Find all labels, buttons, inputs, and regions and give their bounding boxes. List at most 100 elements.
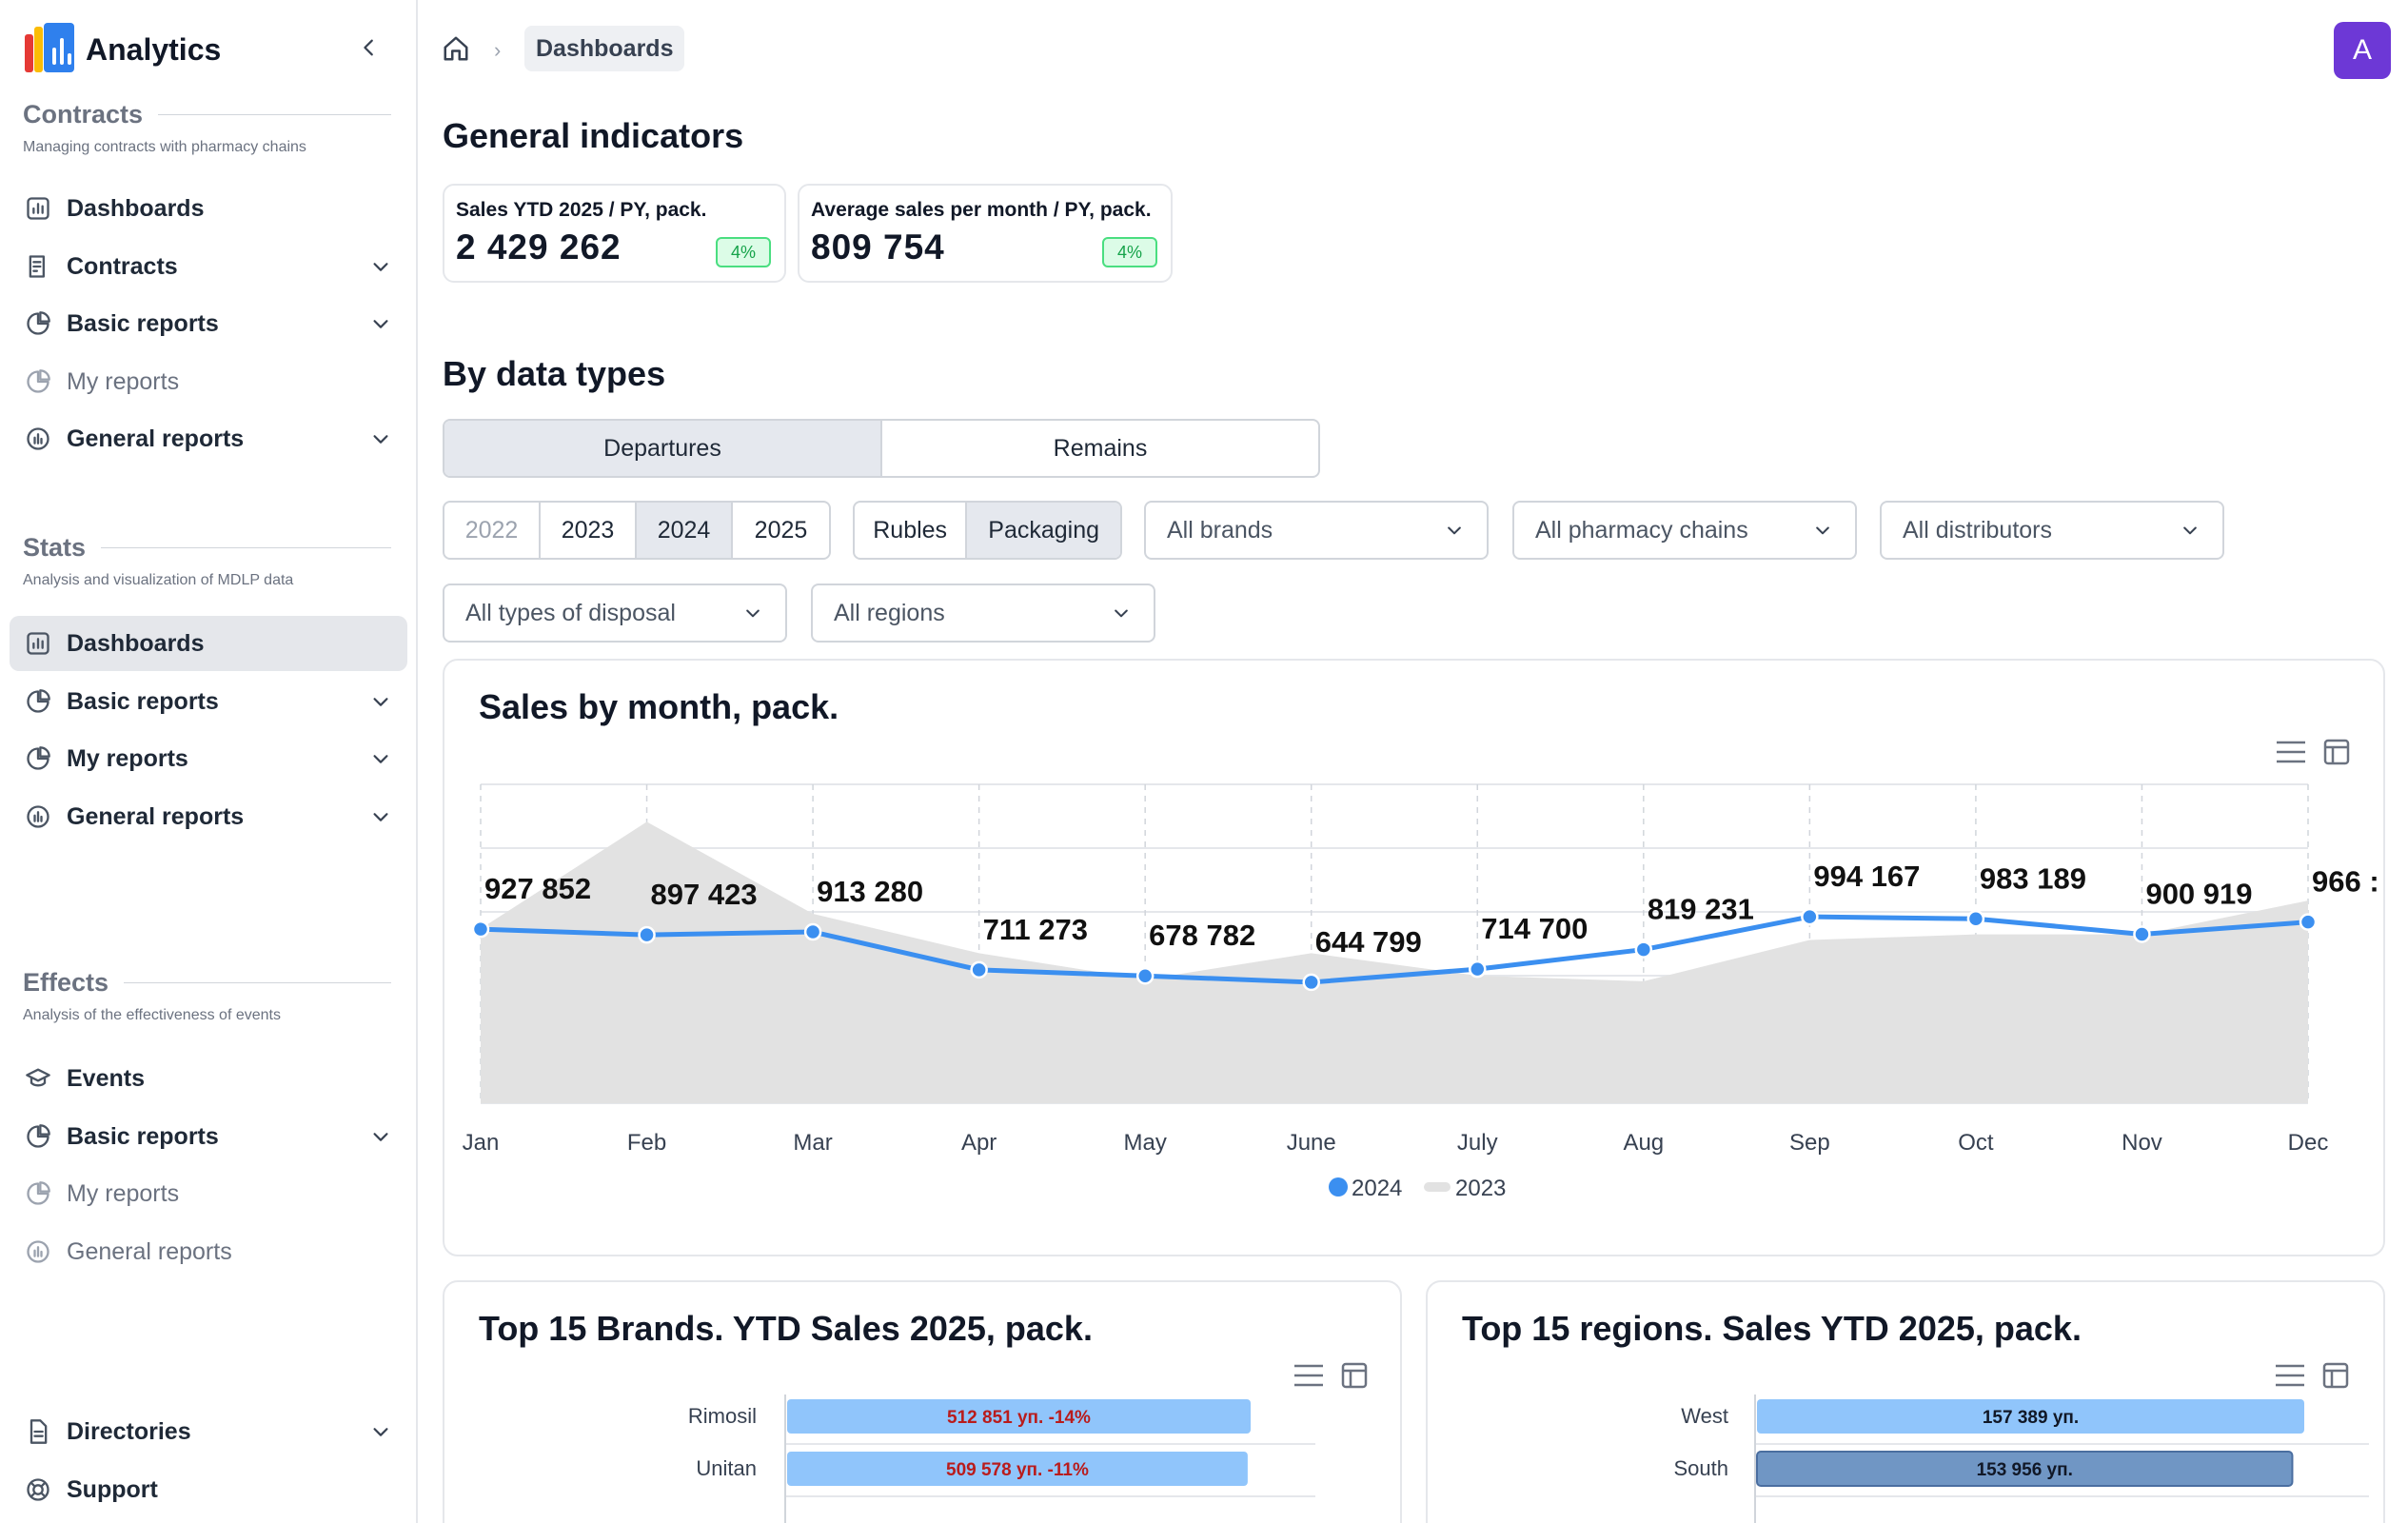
sidebar-item-label: General reports — [67, 425, 245, 452]
home-button[interactable] — [439, 31, 473, 66]
x-tick-label: June — [1287, 1130, 1336, 1156]
kpi-card-sales-ytd: Sales YTD 2025 / PY, pack. 2 429 262 4% — [443, 184, 786, 283]
tab-departures[interactable]: Departures — [444, 421, 882, 476]
chart-table-button[interactable] — [2319, 1358, 2353, 1393]
sidebar-item-effects-my-reports[interactable]: My reports — [10, 1166, 407, 1221]
pie-chart-icon — [23, 366, 53, 397]
sidebar-item-effects-general-reports[interactable]: General reports — [10, 1224, 407, 1279]
data-point — [2299, 913, 2318, 931]
sidebar-item-contracts-contracts[interactable]: Contracts — [10, 239, 407, 294]
sidebar-item-stats-basic-reports[interactable]: Basic reports — [10, 674, 407, 729]
kpi-caption: Sales YTD 2025 / PY, pack. — [456, 199, 707, 221]
collapse-sidebar-button[interactable] — [352, 30, 386, 65]
data-label: 819 231 — [1648, 893, 1754, 926]
sidebar-item-effects-basic-reports[interactable]: Basic reports — [10, 1109, 407, 1164]
pharmacy-chains-select[interactable]: All pharmacy chains — [1512, 501, 1857, 560]
chevron-down-icon — [1443, 519, 1466, 542]
sidebar-item-contracts-dashboards[interactable]: Dashboards — [10, 181, 407, 236]
chart-menu-button[interactable] — [2273, 1358, 2307, 1393]
sidebar-item-label: Directories — [67, 1417, 191, 1445]
sidebar-item-stats-dashboards[interactable]: Dashboards — [10, 616, 407, 671]
sidebar-item-label: Basic reports — [67, 309, 219, 337]
chevron-down-icon — [1110, 602, 1133, 624]
regions-select[interactable]: All regions — [811, 583, 1155, 643]
section-subtitle: Managing contracts with pharmacy chains — [23, 139, 306, 155]
breadcrumb-current[interactable]: Dashboards — [524, 26, 685, 71]
sidebar-item-label: Contracts — [67, 252, 178, 280]
unit-option-rubles[interactable]: Rubles — [855, 503, 968, 558]
year-option-2025[interactable]: 2025 — [754, 516, 808, 544]
data-label: 897 423 — [651, 878, 758, 911]
sidebar-item-label: Dashboards — [67, 194, 205, 222]
sidebar-item-effects-events[interactable]: Events — [10, 1051, 407, 1106]
table-icon — [2322, 1362, 2349, 1389]
sidebar-item-contracts-general-reports[interactable]: General reports — [10, 411, 407, 466]
sidebar-item-label: My reports — [67, 367, 180, 395]
unit-option-packaging[interactable]: Packaging — [967, 503, 1120, 558]
brands-bar-chart: Rimosil 512 851 уп. -14% Unitan 509 578 уп.… — [688, 1394, 1315, 1523]
x-tick-label: May — [1124, 1130, 1167, 1156]
sidebar-item-directories[interactable]: Directories — [10, 1404, 407, 1459]
chart-table-button[interactable] — [2319, 735, 2354, 769]
chevron-down-icon[interactable] — [365, 251, 396, 282]
section-title: Stats — [23, 533, 87, 562]
data-label: 994 167 — [1813, 860, 1920, 893]
distributors-select[interactable]: All distributors — [1880, 501, 2224, 560]
chart-title: Top 15 regions. Sales YTD 2025, pack. — [1462, 1309, 2082, 1348]
data-point — [1469, 959, 1487, 979]
sidebar-item-label: Support — [67, 1475, 158, 1503]
section-subtitle: Analysis and visualization of MDLP data — [23, 572, 294, 588]
chart-menu-button[interactable] — [1292, 1358, 1326, 1393]
analytics-logo-icon — [23, 23, 76, 74]
pie-chart-icon — [23, 308, 53, 339]
legend-label-2023: 2023 — [1455, 1176, 1506, 1201]
series-2024-line — [480, 914, 2309, 985]
topbar: › Dashboards A — [420, 0, 2408, 95]
chart-table-button[interactable] — [1337, 1358, 1372, 1393]
pie-chart-icon — [23, 1121, 53, 1152]
data-type-tabs: Departures Remains — [443, 419, 1320, 478]
bar — [1757, 1399, 2304, 1434]
sidebar-item-stats-general-reports[interactable]: General reports — [10, 789, 407, 844]
chevron-down-icon[interactable] — [365, 1416, 396, 1447]
year-option-2022[interactable]: 2022 — [444, 503, 541, 558]
chart-title: Sales by month, pack. — [479, 687, 839, 726]
sidebar-item-contracts-my-reports[interactable]: My reports — [10, 354, 407, 409]
chevron-down-icon — [741, 602, 764, 624]
sidebar-item-support[interactable]: Support — [10, 1462, 407, 1517]
data-label: 711 273 — [983, 913, 1088, 946]
year-option-2024[interactable]: 2024 — [637, 503, 733, 558]
chevron-down-icon[interactable] — [365, 1121, 396, 1152]
sidebar-item-contracts-basic-reports[interactable]: Basic reports — [10, 296, 407, 351]
avatar[interactable]: A — [2334, 22, 2391, 79]
chevron-down-icon[interactable] — [365, 686, 396, 717]
sidebar-section-contracts: Contracts Managing contracts with pharma… — [23, 100, 391, 156]
disposal-types-select[interactable]: All types of disposal — [443, 583, 787, 643]
sidebar-item-stats-my-reports[interactable]: My reports — [10, 731, 407, 786]
x-tick-label: Sep — [1789, 1130, 1830, 1156]
legend-marker-2023 — [1424, 1182, 1451, 1192]
chart-menu-button[interactable] — [2274, 735, 2308, 769]
year-selector: 2022 2023 2024 2025 — [443, 501, 831, 560]
sidebar: Analytics Contracts Managing contracts w… — [0, 0, 418, 1523]
data-point — [2133, 925, 2151, 943]
chevron-down-icon[interactable] — [365, 424, 396, 454]
tab-remains[interactable]: Remains — [1053, 434, 1148, 462]
brand[interactable]: Analytics — [23, 23, 221, 76]
brands-select[interactable]: All brands — [1144, 501, 1489, 560]
category-label: Rimosil — [688, 1404, 757, 1428]
data-label: 913 280 — [817, 875, 923, 908]
data-point — [970, 960, 988, 979]
data-label: 714 700 — [1481, 912, 1588, 945]
category-label: South — [1674, 1456, 1729, 1480]
section-title: Effects — [23, 968, 109, 997]
sidebar-item-label: My reports — [67, 744, 188, 772]
chevron-down-icon[interactable] — [365, 743, 396, 774]
chevron-down-icon[interactable] — [365, 801, 396, 832]
data-label: 678 782 — [1149, 919, 1255, 952]
chevron-down-icon[interactable] — [365, 308, 396, 339]
x-tick-label: Feb — [627, 1130, 666, 1156]
sales-line-chart: 927 852 897 423 913 280 711 273 678 782 644 7… — [463, 783, 2379, 1201]
year-option-2023[interactable]: 2023 — [541, 503, 637, 558]
category-label: Unitan — [696, 1456, 757, 1480]
